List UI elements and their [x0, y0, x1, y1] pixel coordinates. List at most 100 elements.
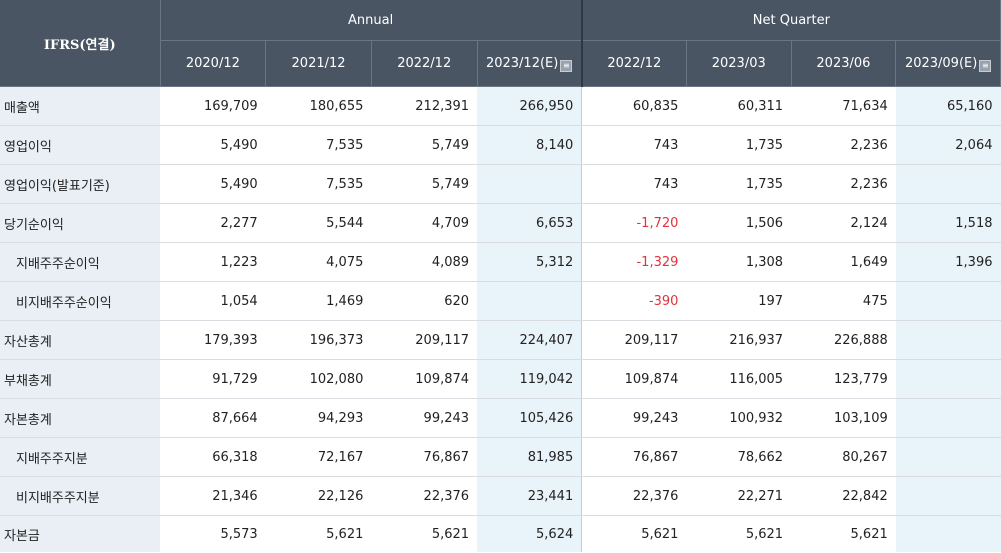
table-cell: 23,441 [477, 476, 583, 516]
table-cell: 1,506 [686, 203, 792, 243]
table-cell: 209,117 [581, 320, 687, 360]
table-cell: 71,634 [791, 86, 896, 126]
row-label: 당기순이익 [0, 203, 161, 243]
row-label: 영업이익(발표기준) [0, 164, 161, 204]
table-cell: 109,874 [581, 359, 687, 399]
table-cell: 5,621 [641, 526, 679, 542]
table-cell: 212,391 [371, 86, 478, 126]
table-cell: 5,621 [745, 526, 784, 542]
table-cell: 91,729 [160, 359, 266, 399]
period-label: 2023/12(E) [485, 55, 559, 71]
table-cell: 1,735 [686, 164, 792, 204]
period-label: 2021/12 [291, 56, 346, 71]
table-row: 부채총계 91,729 102,080 109,874 119,042 109,874 11… [0, 359, 1001, 399]
estimate-info-icon[interactable]: ≡ [979, 59, 992, 72]
table-cell: 119,042 [477, 359, 583, 399]
table-cell: 216,937 [686, 320, 792, 360]
table-cell: 197 [686, 281, 792, 321]
table-cell: 7,535 [265, 164, 372, 204]
period-header-cell: 2023/06 [791, 40, 897, 87]
table-cell: -1,720 [581, 203, 687, 243]
table-cell: 5,312 [477, 242, 583, 282]
table-cell: 105,426 [477, 398, 583, 438]
table-cell: 743 [581, 164, 687, 204]
table-cell: 72,167 [265, 437, 372, 477]
table-cell: 100,932 [686, 398, 792, 438]
table-cell: 5,624 [477, 515, 583, 552]
table-cell: 99,243 [371, 398, 478, 438]
estimate-info-icon[interactable]: ≡ [560, 59, 573, 72]
row-label: 지배주주순이익 [0, 242, 161, 282]
table-cell: 80,267 [791, 437, 896, 477]
table-cell: 5,749 [371, 125, 478, 165]
table-cell [895, 437, 1001, 477]
table-row: 당기순이익 2,277 5,544 4,709 6,653 -1,720 1,506 2,12… [0, 203, 1001, 243]
table-cell [895, 359, 1001, 399]
table-cell: 81,985 [477, 437, 583, 477]
table-row: 영업이익(발표기준) 5,490 7,535 5,749 743 1,735 2,236 [0, 164, 1001, 204]
table-row: 매출액 169,709 180,655 212,391 266,950 60,835 60,… [0, 86, 1001, 126]
period-header-cell: 2023/09(E) ≡ [895, 40, 1001, 87]
table-cell: 5,749 [371, 164, 478, 204]
table-cell: 266,950 [477, 86, 583, 126]
table-cell: 76,867 [581, 437, 687, 477]
row-label: 비지배주주순이익 [0, 281, 161, 321]
table-row: 자본총계 87,664 94,293 99,243 105,426 99,243 100,9… [0, 398, 1001, 438]
table-cell: 78,662 [686, 437, 792, 477]
table-cell: 5,490 [160, 164, 266, 204]
table-cell: 94,293 [265, 398, 372, 438]
table-cell: 209,117 [371, 320, 478, 360]
table-cell: 743 [581, 125, 687, 165]
table-cell: 5,490 [160, 125, 266, 165]
table-cell: 22,376 [581, 476, 687, 516]
table-cell [477, 281, 583, 321]
table-cell: 66,318 [160, 437, 266, 477]
table-cell: 5,573 [220, 526, 258, 542]
annual-group-header: Annual [160, 0, 583, 41]
table-row: 비지배주주순이익 1,054 1,469 620 -390 197 475 [0, 281, 1001, 321]
table-cell: 1,396 [895, 242, 1001, 282]
table-cell: 6,653 [477, 203, 583, 243]
table-cell: 226,888 [791, 320, 896, 360]
table-cell: 5,621 [431, 526, 470, 542]
table-header: IFRS(연결) Annual Net Quarter 2020/12 2021/… [0, 0, 1001, 87]
table-cell: 22,271 [686, 476, 792, 516]
table-cell: 169,709 [160, 86, 266, 126]
table-cell: 1,518 [895, 203, 1001, 243]
table-row: 영업이익 5,490 7,535 5,749 8,140 743 1,735 2,236 2,0… [0, 125, 1001, 165]
table-cell [895, 320, 1001, 360]
table-cell: 4,709 [371, 203, 478, 243]
table-cell: 1,054 [160, 281, 266, 321]
table-cell: 2,064 [895, 125, 1001, 165]
table-cell: 102,080 [265, 359, 372, 399]
period-header-cell: 2022/12 [371, 40, 478, 87]
period-header-cell: 2023/03 [686, 40, 792, 87]
table-cell [895, 281, 1001, 321]
table-cell: 1,308 [686, 242, 792, 282]
row-label: 지배주주지분 [0, 437, 161, 477]
table-cell [895, 164, 1001, 204]
period-header-cell: 2023/12(E) ≡ [477, 40, 583, 87]
period-label: 2023/06 [816, 56, 871, 71]
table-cell: 1,223 [160, 242, 266, 282]
table-cell: 620 [371, 281, 478, 321]
period-header-cell: 2021/12 [265, 40, 372, 87]
table-cell: 60,311 [686, 86, 792, 126]
table-cell: 5,621 [850, 526, 888, 542]
standard-label: IFRS(연결) [0, 0, 161, 87]
table-cell: 76,867 [371, 437, 478, 477]
table-row: 지배주주지분 66,318 72,167 76,867 81,985 76,867 78,6… [0, 437, 1001, 477]
table-cell [477, 164, 583, 204]
row-label: 매출액 [0, 86, 161, 126]
table-cell [895, 476, 1001, 516]
table-cell: 1,649 [791, 242, 896, 282]
table-cell [895, 515, 1001, 552]
table-cell: 116,005 [686, 359, 792, 399]
row-label: 자본금 [0, 515, 161, 552]
table-row: 자산총계 179,393 196,373 209,117 224,407 209,117 2… [0, 320, 1001, 360]
period-header-cell: 2022/12 [581, 40, 687, 87]
table-cell: 21,346 [160, 476, 266, 516]
table-cell: 180,655 [265, 86, 372, 126]
period-header-row: 2020/12 2021/12 2022/12 2023/12(E) ≡ 2022/12 2… [0, 40, 1001, 87]
